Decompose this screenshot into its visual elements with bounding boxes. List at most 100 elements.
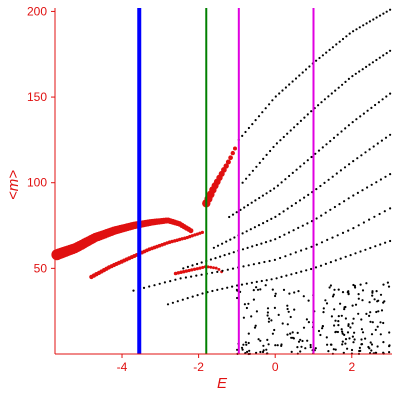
data-point — [328, 48, 331, 52]
data-point — [344, 338, 348, 341]
data-point — [276, 344, 279, 347]
data-point — [347, 229, 350, 232]
data-point — [358, 26, 361, 29]
data-point — [233, 236, 236, 239]
data-point — [294, 251, 297, 254]
data-point — [268, 259, 271, 263]
data-point — [347, 77, 350, 80]
data-point — [256, 288, 260, 291]
data-point — [248, 173, 251, 176]
data-point — [388, 351, 391, 354]
data-point — [274, 292, 277, 295]
data-point — [236, 296, 239, 300]
data-point — [201, 265, 205, 269]
data-point — [320, 241, 324, 244]
data-point — [382, 12, 385, 15]
data-point — [332, 348, 335, 351]
data-point — [190, 268, 194, 272]
data-point — [260, 242, 263, 245]
data-point — [368, 301, 371, 304]
data-point — [329, 284, 332, 287]
data-point — [280, 343, 283, 346]
data-point — [301, 224, 304, 227]
data-point — [278, 92, 281, 95]
data-point — [334, 89, 337, 92]
data-point — [384, 136, 388, 139]
data-point — [286, 207, 289, 210]
y-tick-label: 50 — [34, 261, 48, 275]
data-point — [351, 75, 354, 78]
data-point — [251, 169, 254, 172]
data-point — [382, 341, 385, 344]
data-point — [337, 315, 340, 318]
data-point — [173, 271, 178, 276]
data-point — [305, 269, 308, 272]
data-point — [211, 289, 214, 293]
data-point — [337, 324, 340, 327]
data-point — [259, 350, 262, 354]
data-point — [378, 14, 382, 17]
data-point — [378, 212, 381, 216]
data-point — [196, 262, 199, 266]
data-point — [364, 248, 367, 251]
data-point — [265, 153, 268, 156]
data-point — [377, 101, 380, 104]
data-point — [319, 264, 323, 267]
data-point — [360, 328, 363, 331]
data-point — [382, 351, 385, 354]
data-point — [387, 285, 391, 288]
data-point — [348, 337, 351, 340]
data-point — [247, 332, 250, 335]
data-point — [254, 324, 257, 327]
data-point — [226, 286, 229, 289]
data-point — [283, 233, 286, 236]
data-point — [382, 301, 385, 304]
data-point — [349, 326, 352, 329]
y-tick-label: 100 — [27, 176, 47, 190]
data-point — [300, 345, 303, 348]
data-point — [281, 322, 284, 325]
data-point — [349, 254, 352, 257]
data-point — [245, 230, 248, 233]
data-point — [330, 92, 333, 95]
data-point — [389, 49, 392, 52]
data-point — [303, 116, 306, 119]
data-point — [368, 347, 371, 350]
data-point — [266, 307, 270, 310]
data-point — [362, 221, 365, 224]
data-point — [365, 312, 368, 315]
data-point — [317, 329, 321, 333]
data-point — [327, 178, 330, 181]
data-point — [353, 338, 356, 341]
data-point — [357, 312, 360, 315]
data-point — [357, 293, 360, 296]
data-point — [257, 115, 261, 118]
data-point — [334, 348, 337, 351]
data-point — [352, 317, 355, 320]
data-point — [344, 80, 347, 83]
data-point — [221, 287, 224, 290]
data-point — [370, 349, 373, 352]
data-point — [251, 123, 254, 126]
data-point — [243, 206, 246, 209]
data-point — [288, 292, 291, 295]
data-point — [242, 316, 245, 319]
data-point — [291, 331, 294, 334]
data-point — [372, 145, 375, 148]
data-point — [262, 222, 265, 225]
data-point — [366, 109, 369, 112]
data-point — [369, 311, 372, 314]
data-point — [228, 155, 233, 161]
data-point — [296, 331, 299, 334]
data-point — [209, 265, 213, 269]
data-point — [216, 244, 220, 247]
data-point — [321, 327, 324, 330]
data-point — [191, 264, 194, 267]
data-point — [362, 24, 365, 27]
data-point — [339, 169, 342, 172]
x-tick-label: 2 — [348, 360, 355, 374]
data-point — [347, 323, 350, 326]
data-point — [379, 178, 382, 181]
data-point — [246, 350, 249, 353]
data-point — [340, 314, 343, 317]
